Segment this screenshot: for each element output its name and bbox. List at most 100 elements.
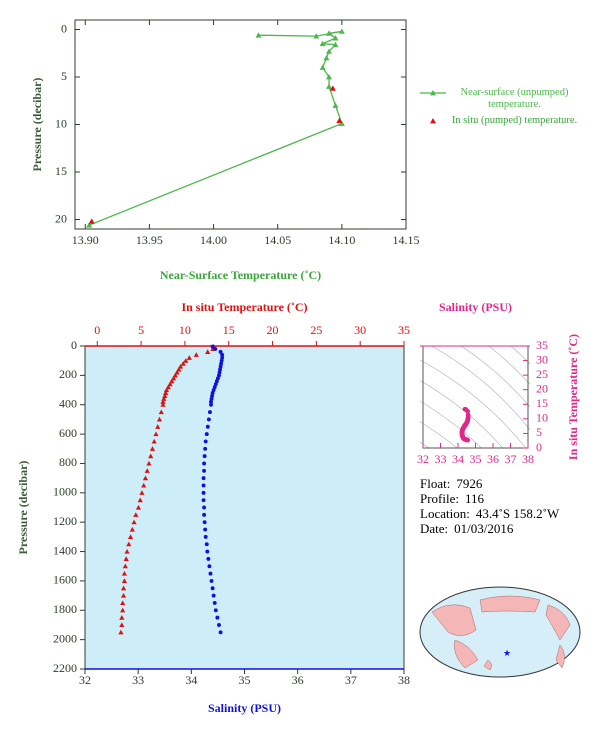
- data-point: [165, 384, 171, 390]
- data-point: [169, 378, 175, 384]
- data-point: [336, 117, 343, 124]
- x-tick-label: 13.95: [136, 233, 163, 247]
- y-tick-label: 30: [536, 352, 548, 366]
- y-tick-label: 2200: [53, 661, 77, 675]
- data-point: [210, 344, 215, 349]
- data-point: [213, 608, 218, 613]
- data-point: [118, 629, 124, 635]
- data-point: [326, 74, 333, 80]
- x2-tick-label: 5: [138, 323, 144, 337]
- x-tick-label: 14.15: [393, 233, 420, 247]
- data-point: [174, 369, 180, 375]
- data-point: [338, 120, 345, 126]
- y-tick-label: 15: [536, 396, 548, 410]
- data-point: [131, 519, 137, 525]
- x2-tick-label: 0: [94, 323, 100, 337]
- data-point: [212, 385, 217, 390]
- data-point: [203, 439, 208, 444]
- data-point: [206, 556, 211, 561]
- plot-frame: [74, 19, 407, 230]
- data-point: [326, 48, 333, 54]
- data-point: [202, 461, 207, 466]
- y-tick-label: 0: [536, 440, 542, 454]
- data-point: [127, 534, 134, 539]
- x2-tick-label: 30: [354, 323, 366, 337]
- float-location-star: ★: [503, 648, 511, 658]
- data-point: [155, 424, 161, 429]
- data-point: [183, 358, 189, 363]
- world-map: ★: [419, 586, 581, 678]
- data-point: [215, 376, 220, 381]
- data-point: [202, 454, 207, 459]
- data-point: [220, 355, 225, 360]
- x-tick-label: 37: [505, 452, 517, 466]
- data-point: [210, 586, 215, 591]
- y-tick-label: 10: [55, 116, 67, 130]
- data-point: [213, 346, 218, 351]
- data-point: [202, 512, 207, 517]
- x2-tick-label: 35: [398, 323, 410, 337]
- data-point: [217, 623, 221, 627]
- series-line: [88, 30, 343, 226]
- data-point: [124, 548, 130, 554]
- data-point: [129, 526, 135, 532]
- info-value: 01/03/2016: [454, 521, 514, 536]
- data-point: [313, 33, 320, 39]
- data-point: [156, 416, 163, 422]
- data-point: [206, 417, 211, 422]
- y-tick-label: 1200: [53, 514, 77, 528]
- data-point: [162, 393, 168, 398]
- data-point: [160, 399, 166, 404]
- data-point: [218, 364, 223, 369]
- data-point: [212, 600, 217, 605]
- data-point: [170, 375, 177, 381]
- x-tick-label: 33: [435, 452, 447, 466]
- data-point: [133, 512, 139, 517]
- data-point: [144, 468, 150, 473]
- data-point: [201, 476, 206, 481]
- x-tick-label: 37: [345, 673, 357, 687]
- data-point: [120, 607, 126, 613]
- x-tick-label: 14.10: [328, 233, 355, 247]
- y-tick-label: 1600: [53, 573, 77, 587]
- x2-tick-label: 25: [310, 323, 322, 337]
- info-label: Date:: [420, 521, 448, 536]
- x-axis-title: Salinity (PSU): [439, 300, 512, 314]
- x-axis-title: Salinity (PSU): [208, 701, 281, 715]
- data-point: [148, 453, 154, 459]
- x-tick-label: 36: [487, 452, 499, 466]
- ts-point: [465, 437, 471, 443]
- data-point: [202, 505, 207, 510]
- data-point: [160, 402, 166, 407]
- x-tick-label: 35: [239, 673, 251, 687]
- data-point: [121, 578, 128, 583]
- data-point: [88, 218, 95, 224]
- y-axis-title: In situ Temperature (˚C): [566, 334, 580, 460]
- info-value: 7926: [456, 476, 483, 491]
- data-point: [121, 570, 128, 576]
- x2-tick-label: 15: [223, 323, 235, 337]
- x2-axis-title: In situ Temperature (˚C): [181, 300, 307, 314]
- info-label: Location:: [420, 506, 470, 521]
- data-point: [146, 460, 152, 466]
- data-point: [217, 370, 222, 375]
- data-point: [338, 28, 345, 34]
- y-axis-title: Pressure (decibar): [30, 78, 44, 172]
- info-value: 43.4˚S 158.2˚W: [476, 506, 560, 521]
- data-point: [202, 468, 207, 473]
- y-tick-label: 5: [61, 69, 67, 83]
- data-point: [203, 534, 208, 539]
- ts-point: [465, 408, 471, 414]
- y-tick-label: 800: [59, 455, 77, 469]
- data-point: [205, 424, 210, 429]
- x-tick-label: 35: [470, 452, 482, 466]
- data-point: [203, 446, 208, 451]
- data-point: [209, 399, 213, 404]
- data-point: [255, 32, 262, 38]
- data-point: [153, 431, 159, 437]
- x-axis-title: Near-Surface Temperature (˚C): [160, 268, 321, 282]
- data-point: [176, 366, 182, 372]
- data-point: [135, 504, 142, 510]
- data-point: [177, 363, 184, 369]
